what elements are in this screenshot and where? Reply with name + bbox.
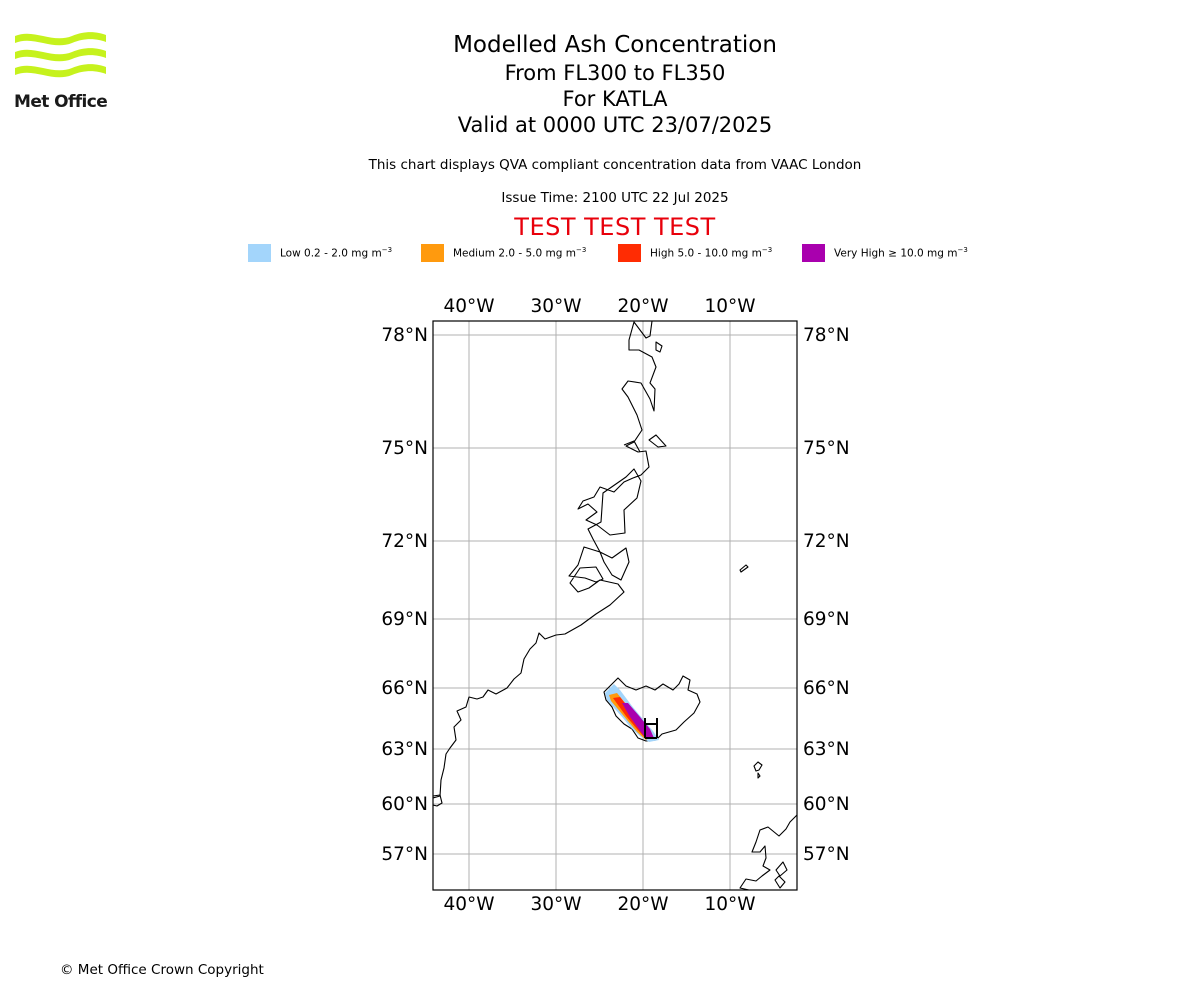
legend-name-high: High [650,247,675,260]
lat-label-right-57n: 57°N [803,844,850,865]
lat-label-right-72n: 72°N [803,531,850,552]
lon-label-top-20w: 20°W [617,296,668,317]
greenland-inlet-2 [655,341,663,353]
legend-range-high: 5.0 - 10.0 mg m [677,247,762,260]
legend-swatch-high [618,244,641,262]
graticule [433,321,797,890]
legend-range-low: 0.2 - 2.0 mg m [304,247,382,260]
greenland-inlet-1 [623,440,641,453]
lat-label-right-63n: 63°N [803,739,850,760]
test-banner: TEST TEST TEST [514,213,716,241]
lat-label-left-63n: 63°N [381,739,428,760]
legend-item-very-high: Very High ≥ 10.0 mg m−3 [802,244,968,262]
legend-name-low: Low [280,247,301,260]
lat-label-left-69n: 69°N [381,609,428,630]
met-office-waves-icon [15,32,106,78]
lat-label-left-57n: 57°N [381,844,428,865]
legend-swatch-low [248,244,271,262]
volcano-line: For KATLA [562,87,668,111]
map-frame [432,320,798,891]
lon-label-bottom-10w: 10°W [704,894,755,915]
jan-mayen [739,564,749,573]
lat-label-right-69n: 69°N [803,609,850,630]
iceland-coast [603,675,701,742]
legend-item-low: Low 0.2 - 2.0 mg m−3 [248,244,392,262]
chart-titles: Modelled Ash Concentration From FL300 to… [315,30,915,138]
ash-plume [605,684,659,742]
logo-text: Met Office [14,92,108,112]
faroe-islands [753,761,763,779]
level-range-line: From FL300 to FL350 [504,61,726,85]
legend-item-medium: Medium 2.0 - 5.0 mg m−3 [421,244,586,262]
lat-label-left-60n: 60°N [381,794,428,815]
valid-time-line: Valid at 0000 UTC 23/07/2025 [457,113,773,137]
met-office-logo: Met Office [14,30,109,112]
issue-time: Issue Time: 2100 UTC 22 Jul 2025 [501,190,729,206]
legend-item-high: High 5.0 - 10.0 mg m−3 [618,244,772,262]
greenland-south-tip [433,794,443,807]
lat-label-right-78n: 78°N [803,325,850,346]
greenland-inlet-3 [648,434,667,448]
lat-label-right-75n: 75°N [803,438,850,459]
legend-swatch-very-high [802,244,825,262]
copyright-notice: © Met Office Crown Copyright [60,962,264,978]
volcano-marker [644,718,658,739]
lon-label-top-30w: 30°W [530,296,581,317]
legend: Low 0.2 - 2.0 mg m−3 Medium 2.0 - 5.0 mg… [0,244,1200,264]
lat-label-left-72n: 72°N [381,531,428,552]
chart-title: Modelled Ash Concentration [453,32,777,58]
legend-range-medium: 2.0 - 5.0 mg m [498,247,577,260]
lon-label-top-10w: 10°W [704,296,755,317]
chart-description: This chart displays QVA compliant concen… [368,157,862,173]
lon-label-bottom-20w: 20°W [617,894,668,915]
lat-label-left-78n: 78°N [381,325,428,346]
greenland-east-coast [433,321,657,799]
lat-label-right-60n: 60°N [803,794,850,815]
lat-label-left-75n: 75°N [381,438,428,459]
lon-label-bottom-30w: 30°W [530,894,581,915]
legend-name-very-high: Very High [834,247,885,260]
legend-name-medium: Medium [453,247,495,260]
lon-label-bottom-40w: 40°W [443,894,494,915]
scotland-coast [739,814,797,890]
legend-range-very-high: ≥ 10.0 mg m [888,247,958,260]
coastlines [433,321,797,890]
lat-label-left-66n: 66°N [381,678,428,699]
legend-swatch-medium [421,244,444,262]
lat-label-right-66n: 66°N [803,678,850,699]
lon-label-top-40w: 40°W [443,296,494,317]
